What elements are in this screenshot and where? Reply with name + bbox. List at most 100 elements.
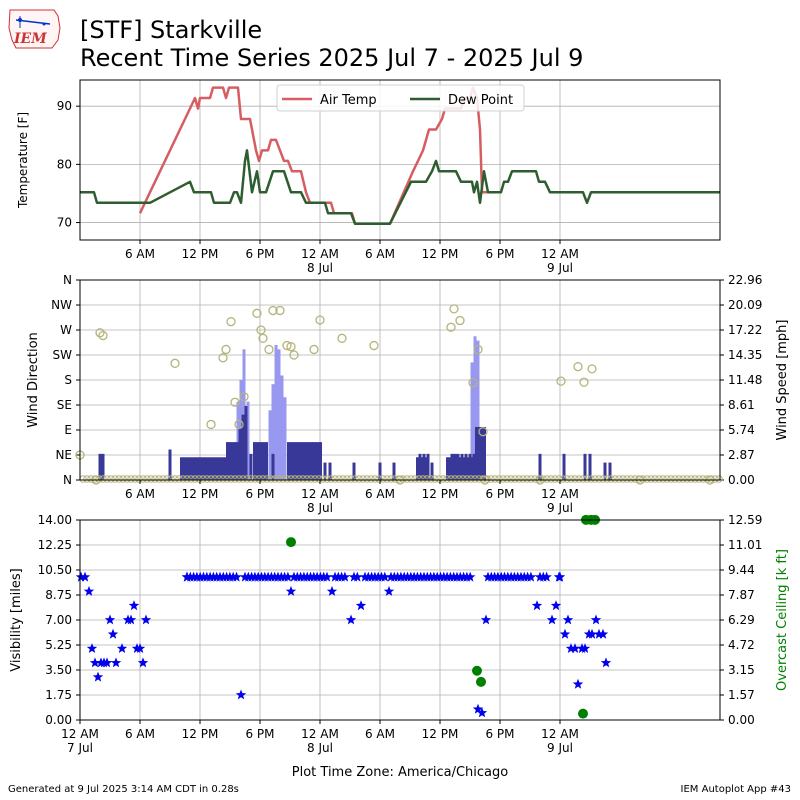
wind-calm-point bbox=[135, 475, 143, 483]
wind-calm-point bbox=[331, 475, 339, 483]
wind-calm-point bbox=[703, 475, 711, 483]
wind-ytick-label-7: NW bbox=[51, 298, 72, 312]
wind-calm-point bbox=[407, 475, 415, 483]
wind-calm-point bbox=[167, 475, 175, 483]
wind-calm-point bbox=[247, 475, 255, 483]
wind-calm-point bbox=[671, 475, 679, 483]
wind-calm-point bbox=[443, 475, 451, 483]
wind-calm-point bbox=[91, 475, 99, 483]
vis-xtick-label-2: 12 PM bbox=[182, 727, 219, 741]
legend-label-1: Dew Point bbox=[448, 93, 513, 108]
wind-calm-point bbox=[119, 475, 127, 483]
vis-xtick-label-7: 6 PM bbox=[485, 727, 514, 741]
wind-calm-point bbox=[379, 475, 387, 483]
wind-dir-point-20 bbox=[289, 350, 299, 360]
temp-xtick-sublabel-7: 9 Jul bbox=[547, 261, 573, 275]
wind-y2tick-label-6: 17.22 bbox=[728, 323, 762, 337]
visibility-point-17 bbox=[134, 643, 146, 653]
wind-calm-point bbox=[667, 475, 675, 483]
wind-calm-point bbox=[363, 475, 371, 483]
wind-calm-point bbox=[403, 475, 411, 483]
visibility-point-26 bbox=[383, 585, 395, 596]
wind-calm-point bbox=[335, 475, 343, 483]
ceiling-y2tick-label-6: 9.44 bbox=[728, 563, 755, 577]
visibility-point-28 bbox=[476, 707, 488, 718]
vis-ytick-label-4: 7.00 bbox=[45, 613, 72, 627]
visibility-clear-point bbox=[339, 571, 351, 582]
vis-ytick-label-0: 0.00 bbox=[45, 713, 72, 727]
wind-calm-point bbox=[503, 475, 511, 483]
vis-ytick-label-2: 3.50 bbox=[45, 663, 72, 677]
wind-calm-point bbox=[103, 475, 111, 483]
wind-calm-point bbox=[635, 475, 643, 483]
wind-calm-point bbox=[131, 475, 139, 483]
wind-ytick-label-3: SE bbox=[57, 398, 72, 412]
visibility-clear-point bbox=[282, 571, 294, 582]
wind-speed-bar-23 bbox=[392, 462, 396, 480]
wind-speed-bar-37 bbox=[538, 453, 542, 480]
visibility-point-14 bbox=[125, 614, 137, 625]
visibility-point-38 bbox=[572, 678, 584, 689]
ceiling-y2tick-label-5: 7.87 bbox=[728, 588, 755, 602]
wind-speed-bar-22 bbox=[378, 462, 382, 480]
visibility-point-44 bbox=[593, 628, 605, 639]
wind-speed-span-0 bbox=[180, 457, 226, 480]
wind-calm-point bbox=[179, 475, 187, 483]
wind-calm-point bbox=[223, 475, 231, 483]
visibility-clear-point bbox=[553, 571, 565, 582]
wind-y2tick-label-8: 22.96 bbox=[728, 273, 762, 287]
wind-dir-point-26 bbox=[446, 322, 456, 332]
wind-calm-point bbox=[659, 475, 667, 483]
visibility-clear-point bbox=[379, 571, 390, 582]
wind-calm-point bbox=[295, 475, 303, 483]
ceiling-point-0 bbox=[286, 537, 296, 548]
wind-calm-point bbox=[147, 475, 155, 483]
wind-calm-point bbox=[263, 475, 271, 483]
wind-dir-point-6 bbox=[218, 353, 228, 363]
wind-calm-point bbox=[695, 475, 703, 483]
wind-calm-point bbox=[195, 475, 203, 483]
wind-calm-point bbox=[599, 475, 607, 483]
wind-speed-bar-38 bbox=[562, 453, 566, 480]
wind-calm-point bbox=[459, 475, 467, 483]
visibility-point-37 bbox=[569, 643, 581, 653]
wind-calm-point bbox=[583, 475, 591, 483]
wind-dir-point-22 bbox=[315, 315, 325, 325]
visibility-point-31 bbox=[546, 614, 558, 625]
wind-calm-point bbox=[531, 475, 539, 483]
visibility-clear-point bbox=[465, 571, 476, 582]
wind-calm-point bbox=[559, 475, 567, 483]
wind-calm-point bbox=[579, 475, 587, 483]
wind-gust-bar-12 bbox=[476, 340, 480, 480]
visibility-point-42 bbox=[586, 628, 598, 639]
wind-calm-point bbox=[219, 475, 227, 483]
wind-plot-frame bbox=[79, 279, 721, 481]
visibility-clear-point bbox=[352, 571, 363, 582]
ceiling-y2tick-label-3: 4.72 bbox=[728, 638, 755, 652]
vis-xtick-sublabel-0: 7 Jul bbox=[67, 741, 93, 755]
wind-gust-bar-11 bbox=[473, 336, 477, 480]
wind-calm-point bbox=[471, 475, 479, 483]
wind-calm-point bbox=[587, 475, 595, 483]
footer-generated: Generated at 9 Jul 2025 3:14 AM CDT in 0… bbox=[8, 784, 239, 795]
wind-xtick-sublabel-7: 9 Jul bbox=[547, 501, 573, 515]
wind-xtick-label-3: 12 AM bbox=[301, 487, 339, 501]
wind-calm-point bbox=[699, 475, 707, 483]
vis-xtick-label-0: 12 AM bbox=[61, 727, 99, 741]
wind-calm-point bbox=[619, 475, 627, 483]
wind-calm-point bbox=[327, 475, 335, 483]
wind-dir-point-34 bbox=[556, 376, 566, 386]
wind-calm-point bbox=[267, 475, 275, 483]
visibility-point-25 bbox=[355, 600, 367, 611]
vis-ytick-label-8: 14.00 bbox=[38, 513, 72, 527]
wind-dir-point-5 bbox=[206, 419, 216, 430]
wind-calm-point bbox=[151, 475, 159, 483]
series-line-dew-point bbox=[80, 149, 720, 225]
wind-calm-point bbox=[259, 475, 267, 483]
wind-calm-point bbox=[239, 475, 247, 483]
wind-xtick-sublabel-3: 8 Jul bbox=[307, 501, 333, 515]
temp-xtick-label-7: 12 AM bbox=[541, 247, 579, 261]
vis-xtick-label-6: 12 PM bbox=[422, 727, 459, 741]
wind-dir-point-17 bbox=[275, 305, 285, 316]
ceiling-y2tick-label-7: 11.01 bbox=[728, 538, 762, 552]
